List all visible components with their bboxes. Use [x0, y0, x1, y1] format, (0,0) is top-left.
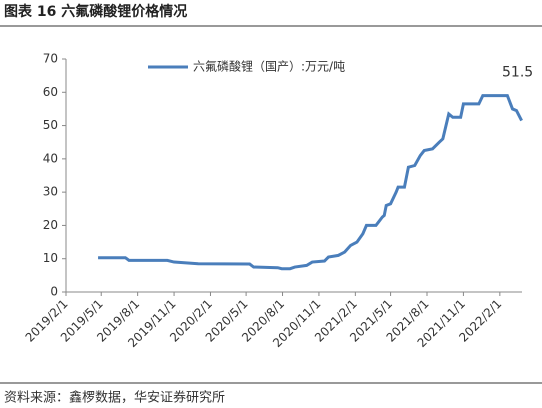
source: 资料来源：鑫椤数据，华安证券研究所 [4, 390, 225, 406]
y-tick-label: 50 [43, 118, 58, 132]
chart-title: 图表 16 六氟磷酸锂价格情况 [4, 3, 187, 20]
y-tick-label: 20 [43, 218, 58, 232]
y-tick-label: 40 [43, 151, 58, 165]
line [98, 94, 523, 271]
value-label: 51.5 [502, 65, 533, 81]
y-tick-label: 0 [50, 285, 58, 299]
y-tick-label: 70 [43, 52, 58, 66]
y-tick-label: 60 [43, 85, 58, 99]
y-tick-label: 30 [43, 185, 58, 199]
legend-label: 六氟磷酸锂（国产）:万元/吨 [193, 59, 345, 74]
y-tick-label: 10 [43, 251, 58, 265]
